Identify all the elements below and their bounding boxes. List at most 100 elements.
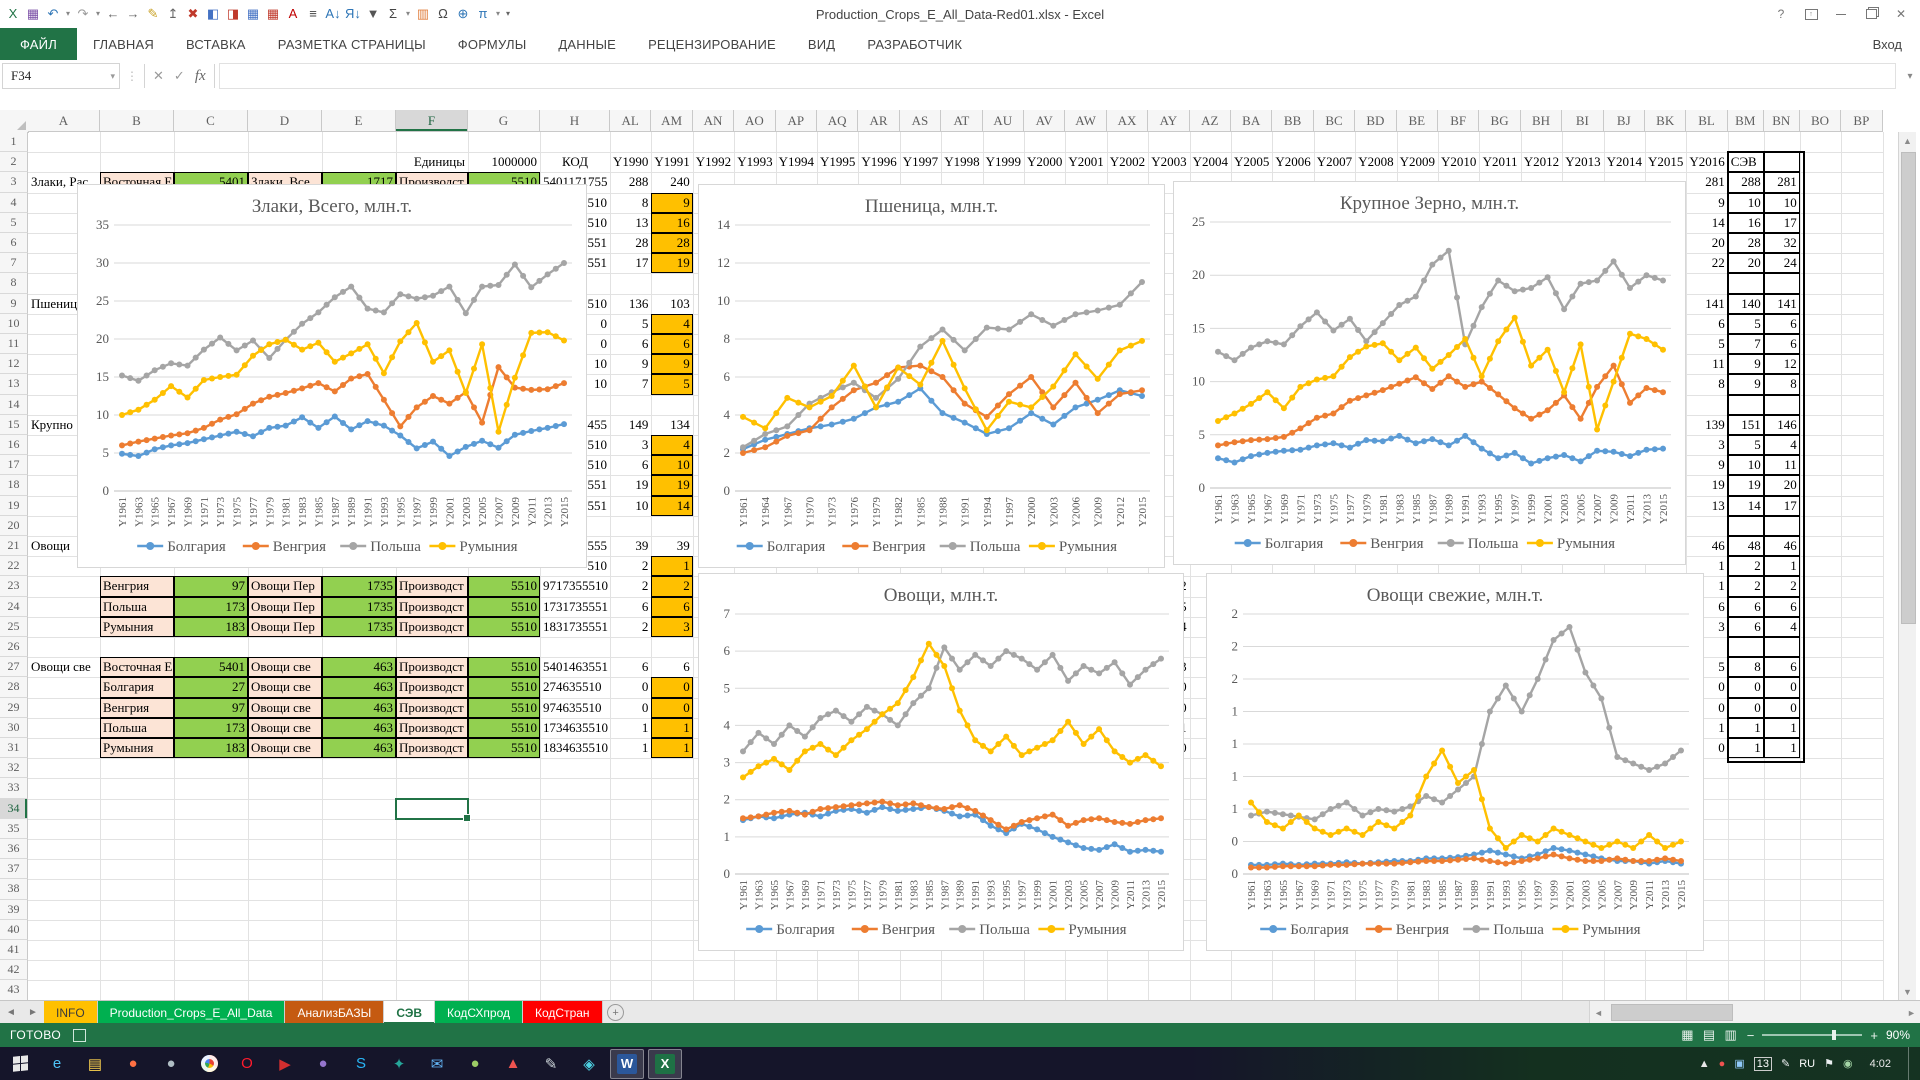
cell-BN13[interactable]: 8 [1763, 374, 1800, 395]
cell-E24[interactable]: 1735 [322, 596, 396, 617]
row-header-37[interactable]: 37 [0, 859, 28, 880]
cell-BN26[interactable] [1763, 637, 1800, 658]
cancel-icon[interactable]: ✕ [153, 68, 164, 83]
cell-BM5[interactable]: 16 [1727, 212, 1764, 233]
cell-H21[interactable]: 555 [587, 538, 608, 554]
taskbar-firefox-icon[interactable]: ● [128, 1055, 138, 1072]
cell-B31[interactable]: Румыния [100, 738, 174, 759]
tray-flag[interactable]: ⚑ [1824, 1058, 1834, 1070]
taskbar-app-cyan-icon[interactable]: ◈ [583, 1055, 595, 1073]
cell-H17[interactable]: 510 [587, 457, 608, 473]
row-header-8[interactable]: 8 [0, 273, 28, 294]
cell-AL5[interactable]: 13 [635, 214, 649, 230]
minimize-button[interactable] [1828, 4, 1854, 24]
column-header-BH[interactable]: BH [1520, 110, 1563, 132]
delete-columns-icon[interactable]: ◨ [226, 6, 240, 21]
cell-H10[interactable]: 0 [600, 315, 608, 331]
cell-G30[interactable]: 5510 [468, 717, 540, 738]
chart-icon[interactable]: ▥ [416, 6, 430, 21]
row-header-22[interactable]: 22 [0, 556, 28, 577]
cell-AL19[interactable]: 10 [635, 497, 649, 513]
cell-BN9[interactable]: 141 [1763, 293, 1800, 314]
cell-AM18[interactable]: 19 [651, 475, 693, 496]
ribbon-tab-разметка-страницы[interactable]: РАЗМЕТКА СТРАНИЦЫ [277, 36, 426, 52]
cell-AX2[interactable]: Y2002 [1109, 154, 1146, 170]
cell-BM3[interactable]: 288 [1727, 172, 1764, 193]
chart-4[interactable]: Овощи, млн.т.Овощи, млн.т.01234567Y1961Y… [698, 573, 1184, 951]
column-header-AO[interactable]: AO [734, 110, 776, 132]
row-header-14[interactable]: 14 [0, 394, 28, 415]
cell-AM31[interactable]: 1 [651, 738, 693, 759]
row-header-40[interactable]: 40 [0, 919, 28, 940]
cell-A3[interactable]: Злаки, Рас [31, 174, 89, 190]
taskbar-app-red-icon[interactable]: ▲ [505, 1055, 521, 1072]
ribbon-tab-вид[interactable]: ВИД [807, 36, 836, 52]
cell-BL3[interactable]: 281 [1705, 174, 1725, 190]
cell-BL23[interactable]: 1 [1718, 578, 1725, 594]
cell-AU2[interactable]: Y1999 [985, 154, 1021, 170]
sort-az-icon[interactable]: А↓ [325, 6, 341, 21]
cell-AQ2[interactable]: Y1995 [820, 154, 856, 170]
row-header-23[interactable]: 23 [0, 576, 28, 597]
cell-D27[interactable]: Овощи све [248, 657, 322, 678]
cell-BN12[interactable]: 12 [1763, 354, 1800, 375]
cell-AL25[interactable]: 2 [641, 618, 649, 634]
start-button[interactable] [0, 1047, 40, 1080]
cell-H5[interactable]: 510 [587, 214, 608, 230]
cell-BM11[interactable]: 7 [1727, 334, 1764, 355]
cell-H27[interactable]: 5401463551 [543, 659, 608, 675]
cell-H22[interactable]: 510 [587, 558, 608, 574]
sheet-tab-кодсхпрод[interactable]: КодСХпрод [435, 1001, 524, 1024]
cell-BM30[interactable]: 1 [1727, 717, 1764, 738]
cell-BL19[interactable]: 13 [1711, 497, 1725, 513]
vertical-scrollbar[interactable]: ▲ ▼ [1898, 132, 1916, 1000]
cell-BM2[interactable]: СЭВ [1727, 152, 1764, 173]
column-header-BJ[interactable]: BJ [1603, 110, 1645, 132]
format-painter-icon[interactable]: ✎ [147, 6, 159, 21]
pi-dropdown-icon[interactable]: ▾ [495, 9, 500, 18]
zoom-in-icon[interactable]: + [1870, 1027, 1878, 1043]
tray-expand[interactable]: ▲ [1698, 1057, 1710, 1070]
undo-icon[interactable]: ↶ [47, 6, 59, 21]
cell-F28[interactable]: Производст [396, 677, 468, 698]
column-header-BF[interactable]: BF [1438, 110, 1480, 132]
cell-BN6[interactable]: 32 [1763, 233, 1800, 254]
row-header-5[interactable]: 5 [0, 212, 28, 233]
cell-AN2[interactable]: Y1992 [695, 154, 732, 170]
cell-BE2[interactable]: Y2009 [1399, 154, 1435, 170]
cell-E27[interactable]: 463 [322, 657, 396, 678]
column-header-BB[interactable]: BB [1272, 110, 1314, 132]
cell-H18[interactable]: 551 [587, 477, 608, 493]
cell-H4[interactable]: 510 [587, 194, 608, 210]
cell-AM2[interactable]: Y1991 [654, 154, 690, 170]
column-header-BI[interactable]: BI [1562, 110, 1604, 132]
cell-AM3[interactable]: 240 [670, 174, 690, 190]
cell-BL30[interactable]: 1 [1718, 719, 1725, 735]
column-header-BO[interactable]: BO [1799, 110, 1842, 132]
row-header-30[interactable]: 30 [0, 717, 28, 738]
font-color-icon[interactable]: А [288, 6, 298, 21]
chart-2[interactable]: Пшеница, млн.т.Пшеница, млн.т.0246810121… [698, 184, 1165, 568]
column-header-BP[interactable]: BP [1841, 110, 1883, 132]
cell-BM28[interactable]: 0 [1727, 677, 1764, 698]
cell-D23[interactable]: Овощи Пер [248, 576, 322, 597]
page-layout-view-icon[interactable]: ▤ [1702, 1027, 1716, 1042]
cell-AM11[interactable]: 6 [651, 334, 693, 355]
cell-C30[interactable]: 173 [174, 717, 248, 738]
cell-BL9[interactable]: 141 [1705, 295, 1725, 311]
row-header-27[interactable]: 27 [0, 657, 28, 678]
row-header-16[interactable]: 16 [0, 435, 28, 456]
cell-F31[interactable]: Производст [396, 738, 468, 759]
cell-AL21[interactable]: 39 [635, 538, 649, 554]
cell-BI2[interactable]: Y2013 [1565, 154, 1601, 170]
column-header-AX[interactable]: AX [1106, 110, 1149, 132]
align-icon[interactable]: ≡ [309, 6, 317, 21]
cell-AL30[interactable]: 1 [641, 719, 649, 735]
cell-C31[interactable]: 183 [174, 738, 248, 759]
sheet-nav-right-icon[interactable]: ► [28, 1007, 38, 1018]
cell-BN30[interactable]: 1 [1763, 717, 1800, 738]
cell-BM25[interactable]: 6 [1727, 616, 1764, 637]
name-box-dropdown-icon[interactable]: ▾ [110, 70, 115, 81]
cell-BN17[interactable]: 11 [1763, 455, 1800, 476]
cell-BM26[interactable] [1727, 637, 1764, 658]
